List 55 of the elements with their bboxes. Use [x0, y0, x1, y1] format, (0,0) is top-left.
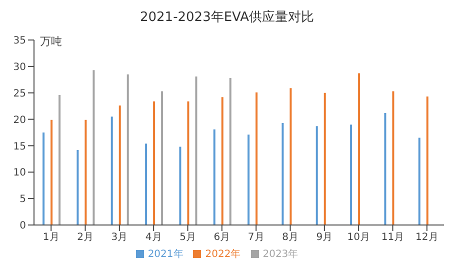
y-tick-label: 15 [13, 141, 26, 152]
x-tick-label: 9月 [316, 232, 333, 244]
bar [58, 94, 61, 225]
x-tick-label: 4月 [145, 232, 162, 244]
bar [76, 150, 79, 225]
bar [256, 92, 258, 225]
legend-label: 2023年 [262, 249, 298, 260]
x-tick-label: 2月 [77, 232, 94, 244]
bar [290, 88, 292, 225]
y-tick-label: 35 [13, 36, 26, 47]
bar [229, 78, 232, 225]
bar [145, 144, 148, 225]
x-tick-label: 10月 [347, 232, 370, 244]
y-tick-label: 0 [20, 220, 26, 232]
y-tick-label: 10 [13, 168, 26, 179]
bar [42, 132, 45, 225]
bar [84, 120, 87, 225]
bar [426, 96, 428, 225]
bar [161, 91, 164, 225]
x-tick-label: 6月 [214, 232, 230, 244]
bar [358, 73, 360, 225]
x-tick-label: 7月 [248, 232, 264, 244]
bar [118, 106, 121, 225]
y-tick-label: 30 [13, 62, 26, 73]
y-axis-title: 万吨 [40, 34, 62, 49]
x-tick-label: 12月 [416, 232, 438, 244]
bar [195, 76, 198, 225]
bar [110, 116, 113, 225]
chart-title: 2021-2023年EVA供应量对比 [138, 9, 316, 26]
bar [92, 70, 95, 225]
x-tick-label: 8月 [282, 232, 298, 244]
bar [392, 91, 394, 225]
x-tick-label: 11月 [381, 232, 404, 244]
x-tick-label: 1月 [42, 232, 60, 244]
bar [316, 126, 318, 225]
bar [153, 101, 156, 225]
bar [418, 138, 420, 225]
y-tick-label: 25 [13, 88, 26, 100]
bar [179, 146, 182, 225]
bar [350, 124, 352, 225]
y-tick-label: 20 [13, 114, 26, 126]
x-tick-label: 3月 [111, 232, 128, 244]
bar [282, 122, 284, 225]
legend-label: 2021年 [148, 249, 184, 260]
bar [221, 97, 224, 225]
bar [187, 101, 190, 225]
y-tick-label: 5 [20, 194, 26, 206]
bar [384, 112, 386, 225]
bar [213, 129, 216, 225]
legend-label: 2022年 [205, 249, 241, 260]
bar [50, 120, 53, 225]
bar [248, 134, 250, 225]
x-tick-label: 5月 [180, 232, 196, 244]
bar [324, 92, 326, 225]
bar [126, 74, 129, 225]
